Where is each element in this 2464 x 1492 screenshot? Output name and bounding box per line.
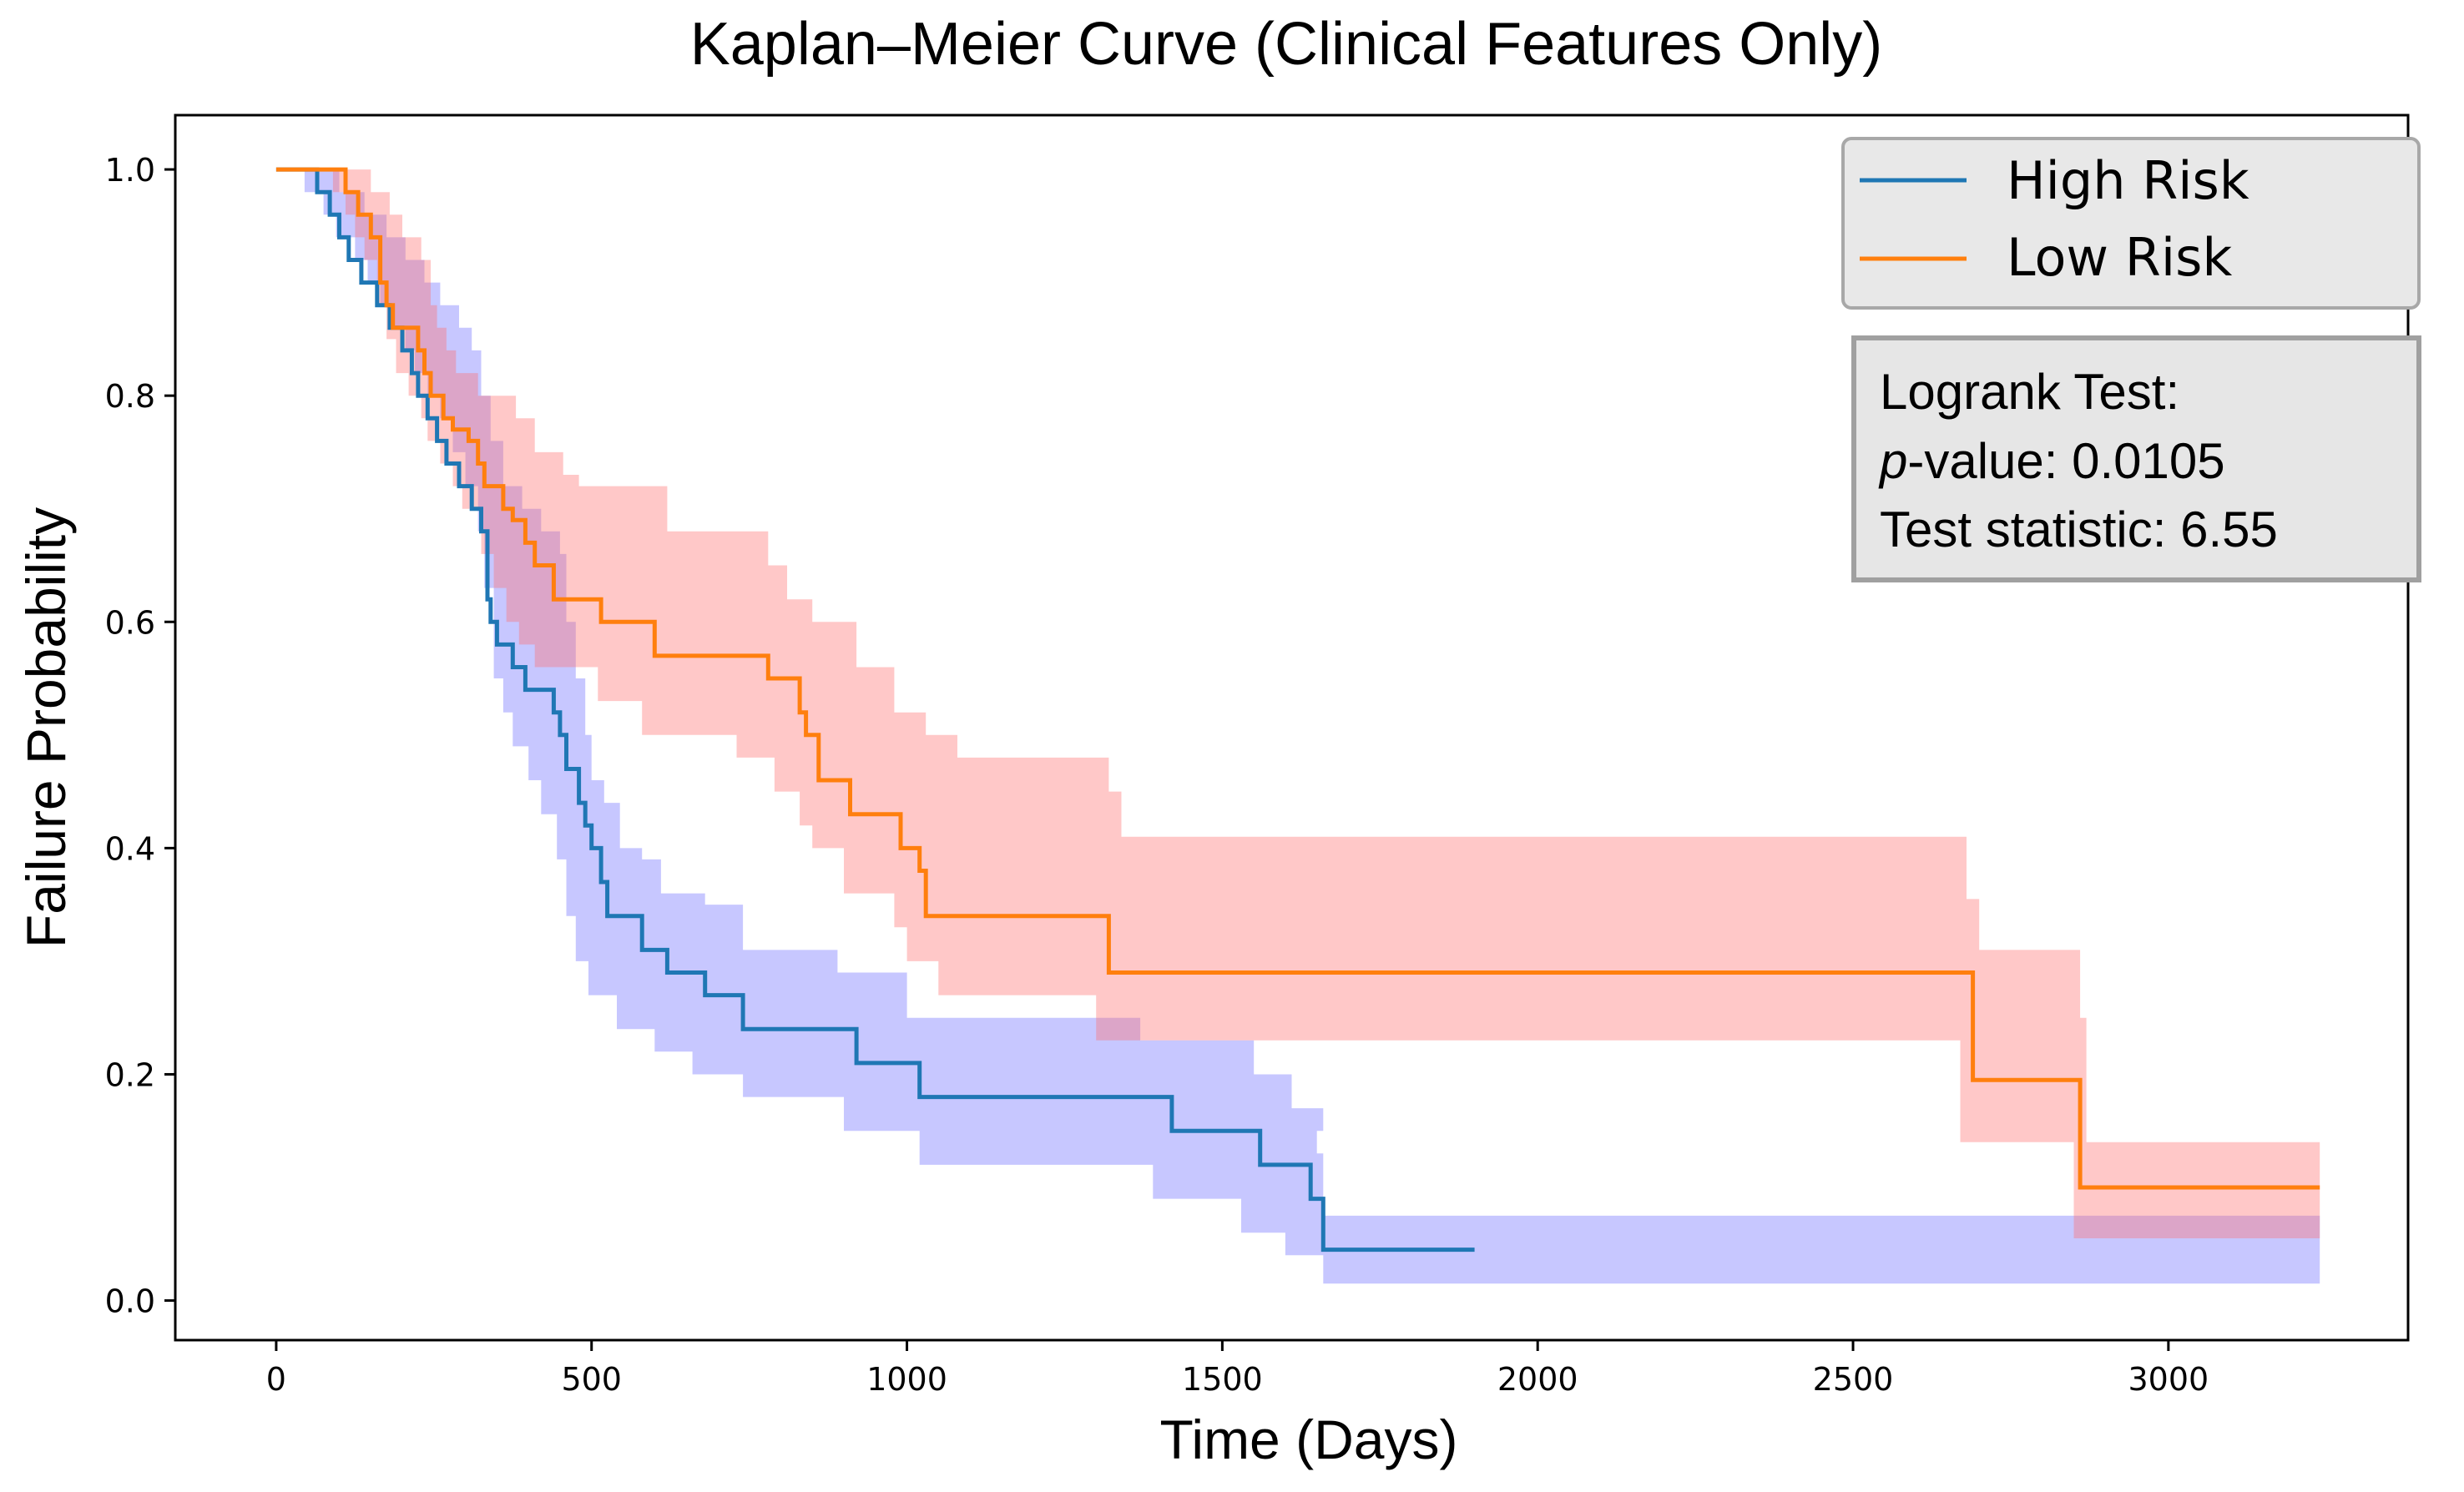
survival-line-low-risk <box>275 167 2320 1190</box>
x-axis-label: Time (Days) <box>1160 1409 1458 1470</box>
logrank-stats-box: Logrank Test: p-value: 0.0105 Test stati… <box>1851 335 2421 582</box>
legend-box <box>1841 137 2421 310</box>
p-value-text: -value: 0.0105 <box>1907 433 2224 489</box>
x-tick-label: 2000 <box>1497 1361 1578 1398</box>
survival-line-high-risk <box>275 167 1475 1253</box>
x-axis-ticks: 0 500 1000 1500 2000 2500 3000 <box>266 1340 2209 1398</box>
legend-label-high-risk: High Risk <box>2007 150 2249 211</box>
stats-box-frame <box>1851 335 2421 582</box>
y-tick-label: 0.6 <box>105 604 155 641</box>
legend-label-low-risk: Low Risk <box>2007 227 2232 288</box>
y-axis-label: Failure Probability <box>15 507 77 948</box>
confidence-band-high-risk <box>275 169 2320 1284</box>
plot-frame <box>174 113 2410 1342</box>
p-value-line: p-value: 0.0105 <box>1878 433 2225 489</box>
x-tick-label: 2500 <box>1813 1361 1894 1398</box>
x-tick-label: 1500 <box>1182 1361 1263 1398</box>
survival-lines <box>275 167 2320 1253</box>
y-tick-label: 0.0 <box>105 1283 155 1320</box>
x-tick-label: 0 <box>266 1361 286 1398</box>
y-tick-label: 0.8 <box>105 378 155 415</box>
y-tick-label: 0.2 <box>105 1056 155 1093</box>
y-tick-label: 1.0 <box>105 152 155 189</box>
logrank-heading: Logrank Test: <box>1880 364 2179 420</box>
chart-title: Kaplan–Meier Curve (Clinical Features On… <box>690 11 1883 78</box>
y-axis-ticks: 0.0 0.2 0.4 0.6 0.8 1.0 <box>105 152 175 1320</box>
x-tick-label: 1000 <box>866 1361 947 1398</box>
legend: High Risk Low Risk <box>1841 137 2421 310</box>
y-tick-label: 0.4 <box>105 830 155 867</box>
p-value-symbol: p <box>1878 433 1907 489</box>
x-tick-label: 3000 <box>2128 1361 2209 1398</box>
x-tick-label: 500 <box>561 1361 622 1398</box>
test-statistic-line: Test statistic: 6.55 <box>1880 502 2278 557</box>
